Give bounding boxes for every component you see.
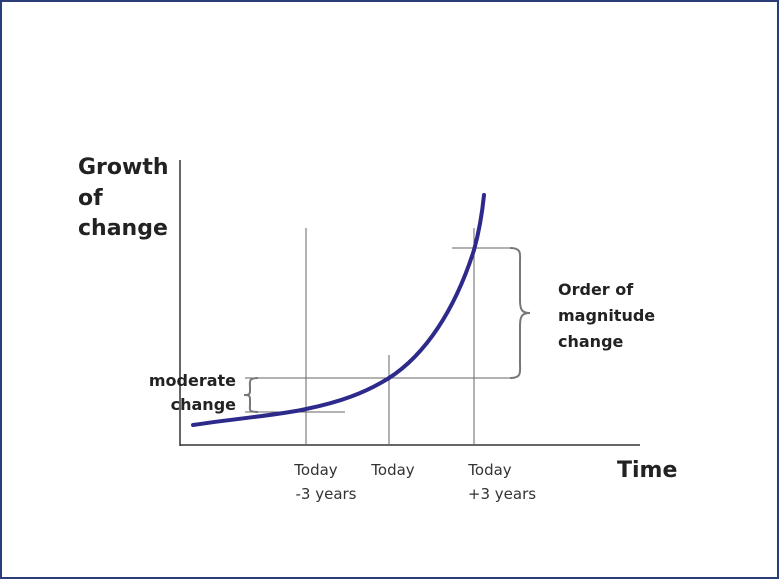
time-label: -3 years — [295, 485, 356, 503]
brace — [243, 377, 259, 413]
time-label: Today — [370, 461, 415, 479]
time-label: Today — [293, 461, 338, 479]
moderate-label: change — [171, 395, 237, 414]
x-axis-label: Time — [617, 458, 677, 483]
y-axis-label: change — [78, 216, 168, 241]
brace — [509, 247, 531, 379]
time-label: Today — [467, 461, 512, 479]
magnitude-label: Order of — [558, 280, 634, 299]
growth-curve — [191, 193, 486, 427]
magnitude-label: magnitude — [558, 306, 655, 325]
y-axis-label: Growth — [78, 155, 169, 180]
moderate-label: moderate — [149, 371, 236, 390]
magnitude-label: change — [558, 332, 624, 351]
y-axis-label: of — [78, 186, 103, 211]
time-label: +3 years — [468, 485, 536, 503]
